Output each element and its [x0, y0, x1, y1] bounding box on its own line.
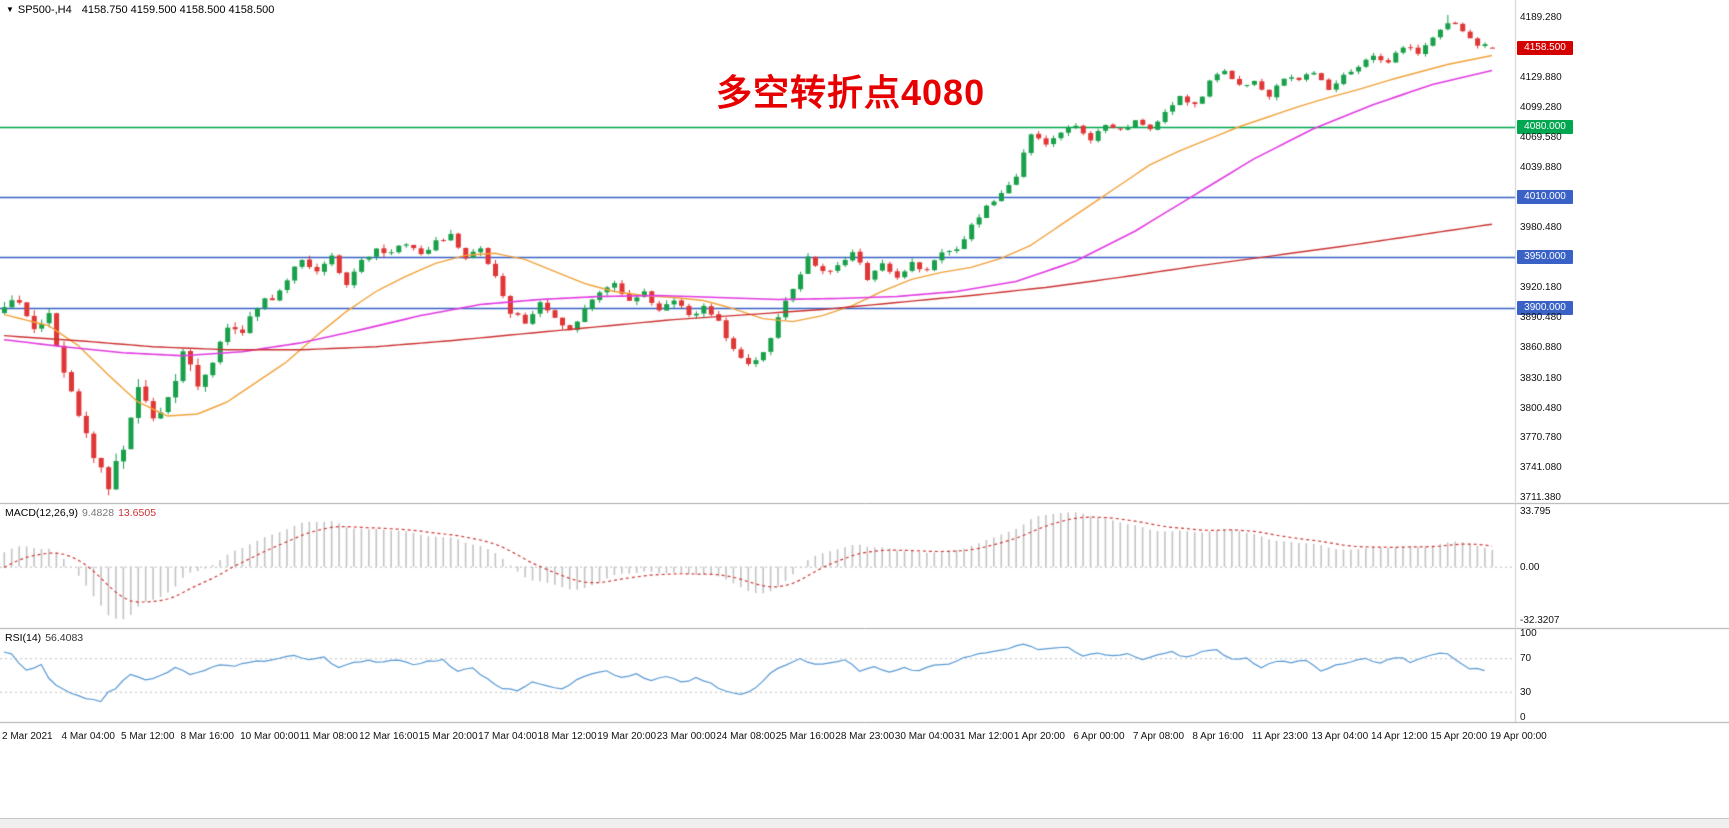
time-axis-label: 4 Mar 04:00: [61, 731, 115, 742]
rsi-axis-tick: 30: [1520, 686, 1532, 698]
time-axis-label: 24 Mar 08:00: [716, 731, 776, 742]
macd-main-value: 9.4828: [81, 507, 115, 519]
time-axis-label: 1 Apr 20:00: [1013, 731, 1065, 742]
time-axis-label: 28 Mar 23:00: [835, 731, 895, 742]
macd-signal-value: 13.6505: [118, 507, 157, 519]
time-axis-label: 17 Mar 04:00: [478, 731, 538, 742]
time-axis-label: 15 Mar 20:00: [418, 731, 478, 742]
dropdown-arrow-icon[interactable]: ▼: [6, 5, 14, 14]
window-bottom-strip: [0, 818, 1729, 828]
y-axis-tick: 3890.480: [1520, 312, 1562, 324]
time-axis-label: 8 Apr 16:00: [1192, 731, 1244, 742]
price-tag: 4158.500: [1517, 40, 1573, 55]
y-axis-tick: 4069.580: [1520, 132, 1562, 144]
y-axis-tick: 3741.080: [1520, 462, 1562, 474]
price-tag: 3950.000: [1517, 250, 1573, 265]
time-axis-label: 5 Mar 12:00: [121, 731, 175, 742]
y-axis-tick: 3920.180: [1520, 282, 1562, 294]
time-axis-label: 11 Apr 23:00: [1251, 731, 1308, 742]
time-axis-label: 23 Mar 00:00: [656, 731, 716, 742]
macd-axis-tick: 0.00: [1520, 561, 1540, 573]
y-axis-tick: 3770.780: [1520, 432, 1562, 444]
time-axis-label: 14 Apr 12:00: [1370, 731, 1428, 742]
y-axis-tick: 3860.880: [1520, 341, 1562, 353]
symbol-header: ▼ SP500-,H4 4158.750 4159.500 4158.500 415…: [6, 4, 274, 16]
macd-label: MACD(12,26,9) 9.4828 13.6505: [5, 507, 156, 519]
rsi-label-text: RSI(14): [5, 632, 42, 644]
rsi-axis-tick: 70: [1520, 653, 1532, 665]
time-axis-label: 2 Mar 2021: [2, 731, 53, 742]
y-axis-tick: 4129.880: [1520, 71, 1562, 83]
y-axis-tick: 3800.480: [1520, 402, 1562, 414]
annotation-text: 多空转折点4080: [716, 72, 986, 113]
price-tag: 4080.000: [1517, 119, 1573, 134]
y-axis-tick: 3830.180: [1520, 372, 1562, 384]
time-axis-label: 8 Mar 16:00: [180, 731, 234, 742]
time-axis-label: 19 Apr 00:00: [1490, 731, 1547, 742]
y-axis-tick: 4039.880: [1520, 162, 1562, 174]
y-axis-tick: 3980.480: [1520, 221, 1562, 233]
time-axis-label: 11 Mar 08:00: [299, 731, 358, 742]
time-axis-label: 13 Apr 04:00: [1311, 731, 1369, 742]
time-axis-label: 25 Mar 16:00: [775, 731, 835, 742]
time-axis-label: 7 Apr 08:00: [1132, 731, 1185, 742]
rsi-label: RSI(14) 56.4083: [5, 632, 83, 644]
time-axis-label: 15 Apr 20:00: [1430, 731, 1488, 742]
y-axis-tick: 3711.380: [1520, 492, 1561, 503]
price-tag: 3900.000: [1517, 300, 1573, 315]
time-axis-label: 12 Mar 16:00: [359, 731, 419, 742]
macd-label-text: MACD(12,26,9): [5, 507, 78, 519]
macd-axis-tick: 33.795: [1520, 505, 1551, 517]
symbol-title: SP500-,H4: [17, 4, 72, 16]
y-axis-tick: 4189.280: [1520, 12, 1562, 23]
rsi-value: 56.4083: [45, 632, 84, 644]
macd-axis-tick: -32.3207: [1520, 614, 1560, 626]
time-axis-label: 18 Mar 12:00: [537, 731, 597, 742]
symbol-ohlc: 4158.750 4159.500 4158.500 4158.500: [81, 4, 275, 16]
time-axis-label: 6 Apr 00:00: [1073, 731, 1125, 742]
price-tag: 4010.000: [1517, 190, 1573, 205]
y-axis-tick: 4099.280: [1520, 102, 1562, 114]
time-axis-label: 30 Mar 04:00: [894, 731, 954, 742]
rsi-axis-tick: 100: [1520, 628, 1537, 639]
time-axis-label: 10 Mar 00:00: [240, 731, 300, 742]
time-axis-label: 31 Mar 12:00: [954, 731, 1014, 742]
time-axis-label: 19 Mar 20:00: [597, 731, 657, 742]
rsi-axis-tick: 0: [1520, 712, 1526, 723]
